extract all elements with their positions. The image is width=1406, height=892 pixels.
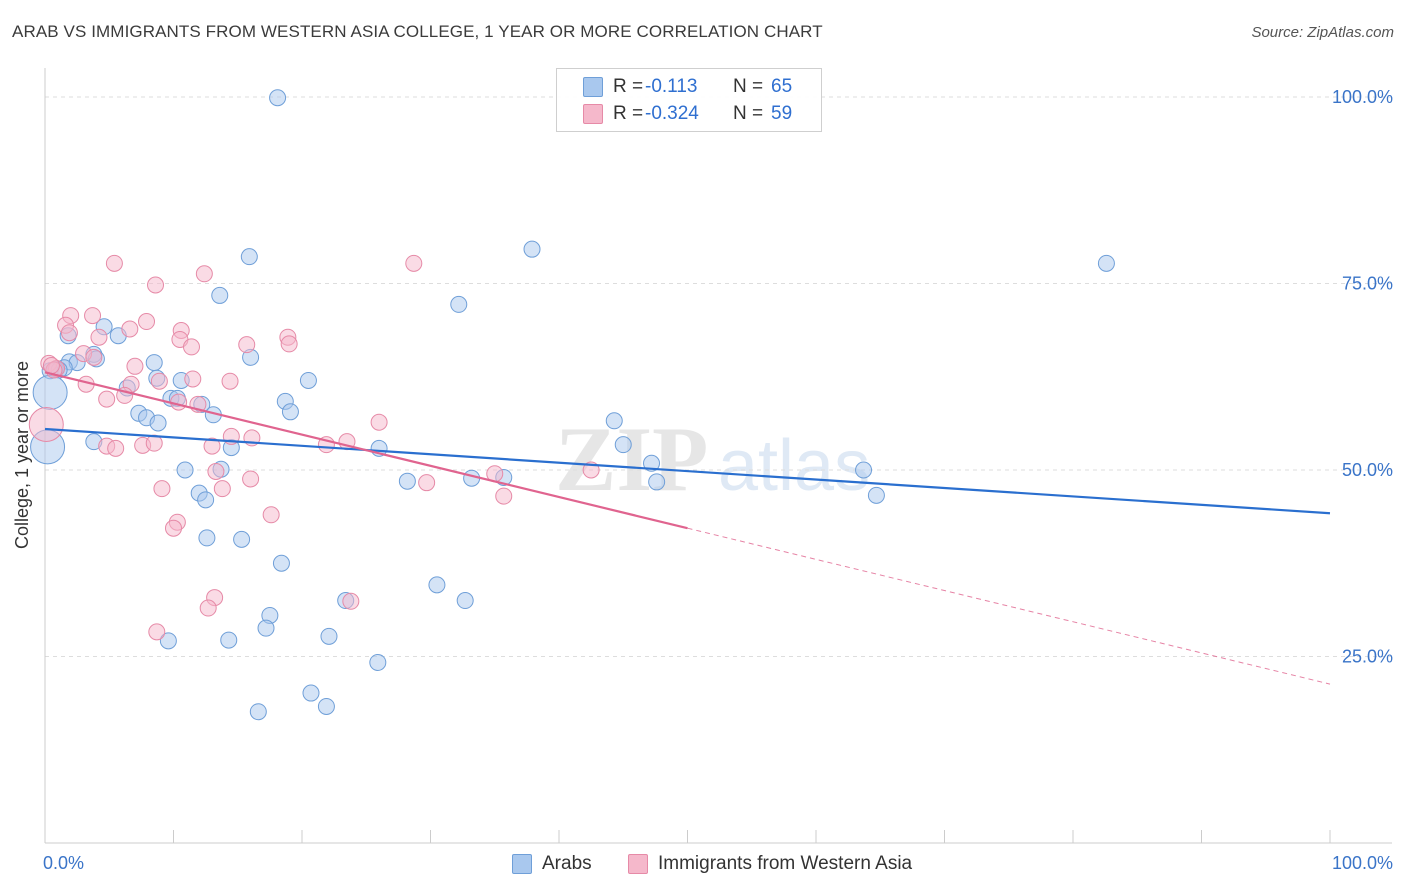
data-point-western-asia bbox=[184, 370, 202, 388]
data-point-western-asia bbox=[147, 276, 165, 294]
data-point-western-asia bbox=[199, 599, 217, 617]
data-point-western-asia bbox=[342, 592, 360, 610]
data-point-western-asia bbox=[495, 487, 513, 505]
data-point-western-asia bbox=[203, 437, 221, 455]
data-point-western-asia bbox=[98, 390, 116, 408]
y-tick-label: 50.0% bbox=[1342, 460, 1393, 480]
data-point-arabs bbox=[269, 89, 287, 107]
data-point-western-asia bbox=[280, 335, 298, 353]
data-point-western-asia bbox=[170, 393, 188, 411]
y-tick-label: 100.0% bbox=[1332, 87, 1393, 107]
data-point-western-asia bbox=[195, 265, 213, 283]
data-point-arabs bbox=[257, 619, 275, 637]
data-point-arabs bbox=[369, 653, 387, 671]
data-point-arabs bbox=[145, 354, 163, 372]
series-legend: Arabs Immigrants from Western Asia bbox=[0, 852, 1406, 878]
legend-swatch-blue bbox=[583, 77, 603, 97]
data-point-western-asia bbox=[221, 372, 239, 390]
trendline-western-asia-extension bbox=[687, 527, 1331, 685]
data-point-western-asia bbox=[105, 254, 123, 272]
data-point-western-asia bbox=[42, 357, 60, 375]
data-point-arabs bbox=[159, 632, 177, 650]
legend-r-value: -0.324 bbox=[645, 103, 699, 124]
data-point-western-asia bbox=[262, 506, 280, 524]
data-point-western-asia bbox=[370, 413, 388, 431]
data-point-western-asia bbox=[84, 307, 102, 325]
data-point-western-asia bbox=[182, 338, 200, 356]
legend-n-value: 65 bbox=[771, 76, 793, 97]
data-point-western-asia bbox=[60, 324, 78, 342]
data-point-arabs bbox=[428, 576, 446, 594]
legend-n-label: N = bbox=[733, 76, 764, 97]
data-point-arabs bbox=[643, 454, 661, 472]
data-point-arabs bbox=[233, 530, 251, 548]
data-point-arabs bbox=[648, 473, 666, 491]
data-point-western-asia bbox=[213, 480, 231, 498]
series-legend-label: Immigrants from Western Asia bbox=[658, 853, 913, 874]
data-point-arabs bbox=[240, 248, 258, 266]
data-point-western-asia bbox=[85, 348, 103, 366]
legend-r-label: R = bbox=[613, 76, 644, 97]
data-point-arabs bbox=[281, 403, 299, 421]
data-point-western-asia bbox=[153, 480, 171, 498]
y-tick-label: 25.0% bbox=[1342, 647, 1393, 667]
data-point-arabs bbox=[614, 436, 632, 454]
series-swatch-blue bbox=[512, 854, 532, 874]
watermark-zip: ZIP bbox=[555, 408, 708, 510]
data-point-arabs bbox=[456, 592, 474, 610]
correlation-legend: R = -0.113 N = 65 R = -0.324 N = 59 bbox=[556, 68, 822, 132]
data-point-western-asia bbox=[238, 336, 256, 354]
data-point-western-asia bbox=[148, 623, 166, 641]
data-point-arabs bbox=[398, 472, 416, 490]
data-point-arabs bbox=[450, 295, 468, 313]
trendline-western-asia bbox=[44, 371, 688, 530]
data-point-western-asia bbox=[418, 474, 436, 492]
data-point-western-asia bbox=[150, 372, 168, 390]
data-point-arabs bbox=[176, 461, 194, 479]
data-point-arabs bbox=[220, 631, 238, 649]
legend-n-label: N = bbox=[733, 103, 764, 124]
data-point-western-asia bbox=[121, 320, 139, 338]
data-point-western-asia bbox=[107, 439, 125, 457]
data-point-arabs bbox=[249, 703, 267, 721]
data-point-arabs bbox=[198, 529, 216, 547]
data-point-western-asia bbox=[207, 462, 225, 480]
x-tick-label: 0.0% bbox=[43, 853, 84, 873]
data-point-arabs bbox=[32, 374, 68, 410]
data-point-western-asia bbox=[242, 470, 260, 488]
data-point-arabs bbox=[605, 412, 623, 430]
data-point-western-asia bbox=[90, 328, 108, 346]
data-point-arabs bbox=[320, 627, 338, 645]
chart-title: ARAB VS IMMIGRANTS FROM WESTERN ASIA COL… bbox=[12, 22, 823, 41]
data-point-western-asia bbox=[126, 357, 144, 375]
y-tick-label: 75.0% bbox=[1342, 274, 1393, 294]
data-point-western-asia bbox=[405, 254, 423, 272]
data-point-arabs bbox=[302, 684, 320, 702]
source-credit: Source: ZipAtlas.com bbox=[1251, 24, 1394, 41]
data-point-arabs bbox=[211, 286, 229, 304]
data-point-arabs bbox=[523, 240, 541, 258]
data-point-arabs bbox=[272, 554, 290, 572]
y-axis-label: College, 1 year or more bbox=[12, 360, 32, 550]
data-point-arabs bbox=[855, 461, 873, 479]
legend-swatch-pink bbox=[583, 104, 603, 124]
watermark-atlas: atlas bbox=[718, 426, 870, 506]
x-tick-label: 100.0% bbox=[1332, 853, 1393, 873]
data-point-arabs bbox=[197, 491, 215, 509]
series-legend-label: Arabs bbox=[542, 853, 592, 874]
data-point-western-asia bbox=[28, 406, 64, 442]
legend-n-value: 59 bbox=[771, 103, 793, 124]
trendline-arabs bbox=[44, 427, 1331, 515]
data-point-arabs bbox=[867, 486, 885, 504]
legend-r-label: R = bbox=[613, 103, 644, 124]
data-point-western-asia bbox=[138, 313, 156, 331]
data-point-arabs bbox=[149, 414, 167, 432]
data-point-arabs bbox=[317, 697, 335, 715]
data-point-arabs bbox=[1097, 254, 1115, 272]
data-point-western-asia bbox=[165, 519, 182, 537]
data-point-arabs bbox=[299, 371, 317, 389]
legend-r-value: -0.113 bbox=[645, 76, 698, 97]
series-swatch-pink bbox=[628, 854, 648, 874]
